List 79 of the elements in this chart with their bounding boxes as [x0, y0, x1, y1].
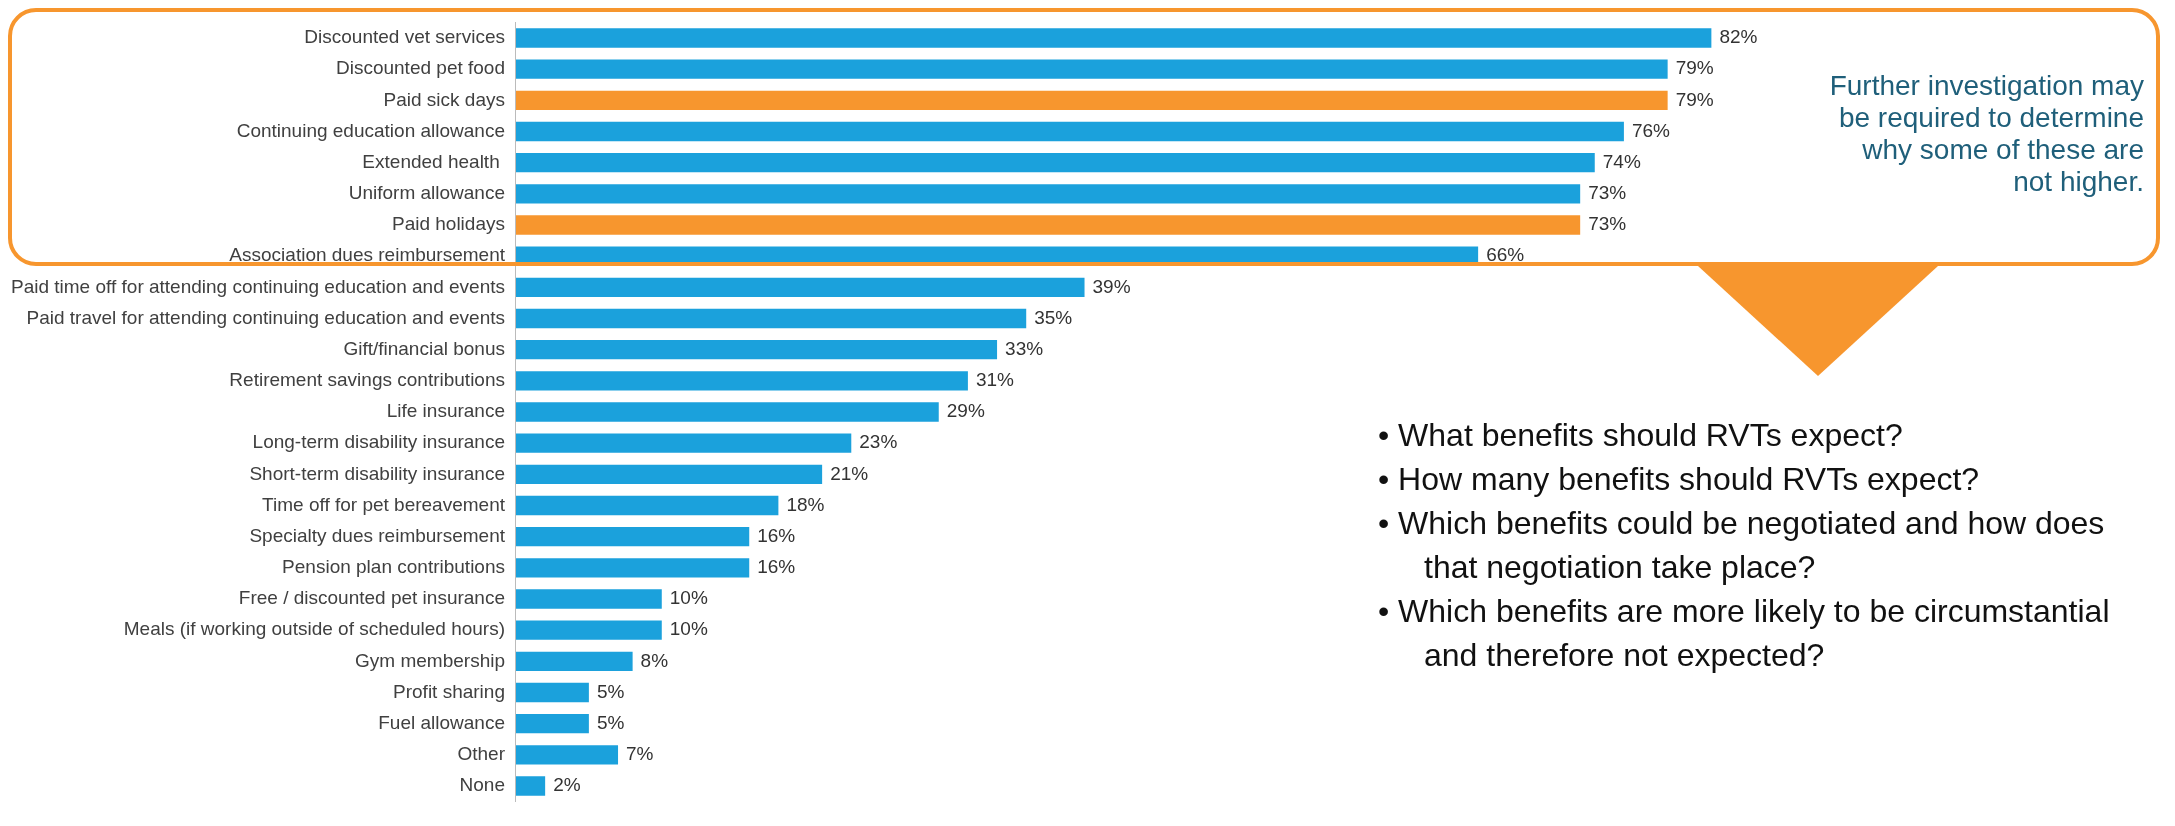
bar — [515, 527, 750, 547]
data-label: 73% — [1588, 213, 1627, 235]
bar — [515, 90, 1668, 110]
bar — [515, 340, 998, 360]
data-label: 2% — [553, 774, 581, 796]
data-label: 66% — [1486, 244, 1525, 266]
text: Further investigation may be required to determine why some of these are not higher. — [1829, 70, 2144, 198]
annotation: • Which benefits could be negotiated and how does that negotiation take place? — [1378, 504, 2106, 587]
data-label: 10% — [669, 587, 708, 609]
data-label: 82% — [1719, 26, 1758, 48]
bar — [515, 308, 1027, 329]
y-tick-label: Continuing education allowance — [236, 119, 505, 141]
bar — [515, 402, 939, 422]
data-label: 73% — [1588, 182, 1627, 204]
data-label: 18% — [786, 493, 825, 515]
data-label: 79% — [1675, 88, 1714, 110]
data-label: 23% — [859, 431, 898, 453]
data-label: 8% — [640, 649, 669, 671]
y-tick-label: Other — [457, 743, 506, 765]
y-tick-label: Extended health — [362, 150, 505, 172]
bar — [515, 121, 1624, 142]
bar — [515, 776, 546, 796]
y-tick-label: Uniform allowance — [348, 182, 505, 204]
data-label: 5% — [596, 680, 625, 702]
bar — [515, 433, 852, 453]
y-tick-label: None — [459, 774, 505, 796]
y-tick-label: Gift/financial bonus — [343, 337, 505, 359]
y-tick-label: Paid holidays — [391, 213, 505, 235]
y-tick-label: Specialty dues reimbursement — [249, 524, 506, 546]
y-tick-label: Discounted pet food — [335, 57, 505, 79]
y-tick-label: Short-term disability insurance — [249, 462, 505, 484]
bar — [515, 152, 1595, 173]
bar — [515, 371, 968, 391]
data-label: 29% — [946, 400, 985, 422]
y-tick-label: Life insurance — [386, 400, 505, 422]
bar — [515, 714, 589, 734]
bar — [515, 651, 633, 672]
y-tick-label: Time off for pet bereavement — [262, 493, 506, 515]
data-label: 31% — [975, 369, 1015, 391]
data-label: 33% — [1005, 337, 1044, 359]
bar — [515, 215, 1581, 235]
data-label: 16% — [757, 556, 796, 578]
y-tick-label: Paid time off for attending continuing education and events — [10, 275, 505, 297]
bar — [515, 589, 662, 609]
bar — [515, 184, 1581, 204]
bar — [515, 28, 1712, 48]
bar — [515, 277, 1085, 297]
data-label: 10% — [669, 618, 708, 640]
annotation: • Which benefits are more likely to be circumstantial and therefore not expected? — [1378, 592, 2111, 675]
data-label: 74% — [1602, 150, 1641, 172]
y-tick-label: Meals (if working outside of scheduled hours) — [123, 618, 505, 640]
y-tick-label: Association dues reimbursement — [229, 244, 506, 266]
data-label: 35% — [1034, 306, 1073, 328]
bar — [515, 620, 662, 640]
y-tick-label: Long-term disability insurance — [252, 431, 505, 453]
data-label: 39% — [1092, 275, 1131, 297]
data-label: 7% — [626, 743, 654, 765]
y-tick-label: Paid travel for attending continuing education and events — [26, 306, 505, 328]
data-label: 21% — [830, 462, 869, 484]
bar — [515, 682, 589, 703]
bar — [515, 558, 750, 578]
bar — [515, 464, 823, 484]
y-tick-label: Free / discounted pet insurance — [238, 587, 505, 609]
y-tick-label: Profit sharing — [393, 680, 505, 702]
y-tick-label: Pension plan contributions — [282, 556, 505, 578]
data-label: 79% — [1675, 57, 1714, 79]
y-tick-label: Discounted vet services — [304, 26, 505, 48]
annotation: • What benefits should RVTs expect? — [1378, 416, 1904, 455]
bar — [515, 745, 619, 765]
y-tick-label: Paid sick days — [383, 88, 505, 110]
data-label: 16% — [757, 524, 796, 546]
bar — [515, 495, 779, 516]
data-label: 76% — [1631, 119, 1671, 141]
bar — [515, 59, 1668, 79]
y-tick-label: Fuel allowance — [378, 711, 505, 733]
y-tick-label: Retirement savings contributions — [229, 369, 505, 391]
data-label: 5% — [596, 711, 625, 733]
y-tick-label: Gym membership — [355, 649, 505, 671]
annotation: • How many benefits should RVTs expect? — [1378, 460, 1981, 499]
